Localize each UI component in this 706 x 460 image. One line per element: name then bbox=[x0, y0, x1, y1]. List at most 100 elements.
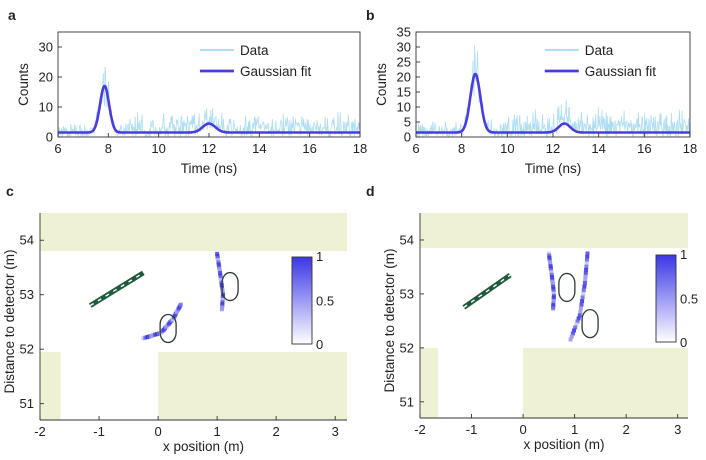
heatmap-cell bbox=[572, 328, 577, 333]
colorbar-tick-label: 1 bbox=[680, 247, 687, 262]
heatmap-cell bbox=[579, 302, 584, 307]
x-axis-label: x position (m) bbox=[163, 439, 244, 454]
detector-segment-dash bbox=[463, 274, 511, 308]
panel-label: b bbox=[366, 7, 375, 23]
heatmap-cell bbox=[578, 309, 583, 314]
x-tick-label: 8 bbox=[458, 141, 465, 156]
panel-c: c -2 -1 0 1 2 3 51 52 53 54 x position (m) Distance … bbox=[2, 183, 347, 454]
panel-label: d bbox=[366, 183, 375, 199]
heatmap-cell bbox=[551, 289, 556, 294]
panel-d: d -2 -1 0 1 2 3 51 52 53 54 x position (m) Distance … bbox=[366, 183, 698, 452]
heatmap-cell bbox=[549, 272, 554, 277]
x-tick-label: -1 bbox=[93, 424, 105, 439]
heatmap-cell bbox=[546, 251, 551, 256]
heatmap-cell bbox=[549, 270, 554, 275]
y-axis-label: Distance to detector (m) bbox=[2, 249, 17, 393]
heatmap-cell bbox=[216, 258, 221, 263]
heatmap-cell bbox=[583, 277, 588, 282]
heatmap-cell bbox=[583, 271, 588, 276]
colorbar-tick-label: 0.5 bbox=[680, 292, 698, 307]
wall-region bbox=[158, 351, 347, 420]
x-axis-label: Time (ns) bbox=[181, 161, 238, 176]
heatmap-cell bbox=[178, 302, 183, 307]
x-tick-label: 1 bbox=[571, 422, 578, 437]
heatmap-cell bbox=[215, 256, 220, 261]
heatmap-cell bbox=[550, 279, 555, 284]
panel-label: a bbox=[8, 7, 16, 23]
y-tick-label: 20 bbox=[39, 70, 53, 85]
y-tick-label: 10 bbox=[397, 100, 411, 115]
wall-region bbox=[523, 347, 688, 418]
y-tick-label: 30 bbox=[39, 40, 53, 55]
x-tick-label: 10 bbox=[151, 141, 165, 156]
heatmap-cell bbox=[580, 295, 585, 300]
heatmap-cell bbox=[217, 268, 222, 273]
x-tick-label: -2 bbox=[414, 422, 426, 437]
heatmap-cell bbox=[584, 267, 589, 272]
heatmap-cell bbox=[218, 270, 223, 275]
y-tick-label: 30 bbox=[397, 40, 411, 55]
heatmap-cell bbox=[547, 257, 552, 262]
y-tick-label: 51 bbox=[20, 396, 34, 411]
heatmap-cell bbox=[215, 251, 220, 256]
heatmap-cell bbox=[217, 264, 222, 269]
x-axis-label: x position (m) bbox=[523, 437, 604, 452]
wall-region bbox=[420, 347, 439, 418]
colorbar-tick-label: 1 bbox=[316, 249, 323, 264]
heatmap-cell bbox=[551, 287, 556, 292]
wall-region bbox=[40, 351, 61, 420]
x-tick-label: 16 bbox=[302, 141, 316, 156]
x-tick-label: -2 bbox=[34, 424, 46, 439]
heatmap-cell bbox=[585, 251, 590, 256]
y-axis-label: Distance to detector (m) bbox=[382, 248, 397, 392]
heatmap-cell bbox=[574, 322, 579, 327]
y-tick-label: 51 bbox=[400, 394, 414, 409]
x-tick-label: 6 bbox=[412, 141, 419, 156]
heatmap-cell bbox=[547, 259, 552, 264]
y-tick-label: 5 bbox=[404, 115, 411, 130]
x-tick-label: 18 bbox=[683, 141, 697, 156]
x-axis-label: Time (ns) bbox=[525, 161, 582, 176]
heatmap-cell bbox=[219, 307, 224, 312]
x-tick-label: 2 bbox=[623, 422, 630, 437]
colorbar-tick-label: 0.5 bbox=[316, 294, 334, 309]
gaussian-fit-line bbox=[416, 72, 690, 134]
colorbar-tick-label: 0 bbox=[680, 335, 687, 350]
y-tick-label: 54 bbox=[400, 232, 414, 247]
x-tick-label: 10 bbox=[500, 141, 514, 156]
x-tick-label: 18 bbox=[353, 141, 367, 156]
heatmap-cell bbox=[581, 291, 586, 296]
heatmap-cell bbox=[551, 306, 556, 311]
heatmap-cell bbox=[548, 264, 553, 269]
y-tick-label: 15 bbox=[397, 85, 411, 100]
colorbar bbox=[291, 256, 313, 345]
data-trace bbox=[58, 66, 360, 137]
x-tick-label: 2 bbox=[273, 424, 280, 439]
heatmap-cell bbox=[219, 278, 224, 283]
x-tick-label: -1 bbox=[466, 422, 478, 437]
legend-fit-label: Gaussian fit bbox=[240, 64, 312, 79]
legend-fit-label: Gaussian fit bbox=[585, 64, 657, 79]
heatmap-cell bbox=[216, 262, 221, 267]
y-tick-label: 35 bbox=[397, 25, 411, 40]
y-tick-label: 54 bbox=[20, 233, 34, 248]
heatmap-cell bbox=[576, 316, 581, 321]
heatmap-cell bbox=[550, 282, 555, 287]
heatmap-cell bbox=[584, 261, 589, 266]
x-tick-label: 16 bbox=[637, 141, 651, 156]
heatmap-cell bbox=[218, 273, 223, 278]
heatmap-cell bbox=[575, 319, 580, 324]
detector-segment-dash bbox=[89, 272, 144, 307]
heatmap-cell bbox=[219, 280, 224, 285]
heatmap-cell bbox=[548, 261, 553, 266]
heatmap-cell bbox=[549, 268, 554, 273]
wall-region bbox=[40, 213, 347, 252]
x-tick-label: 12 bbox=[202, 141, 216, 156]
y-tick-label: 52 bbox=[20, 342, 34, 357]
y-axis-label: Counts bbox=[374, 63, 389, 106]
gaussian-fit-line bbox=[58, 84, 360, 134]
heatmap-cell bbox=[578, 306, 583, 311]
x-tick-label: 3 bbox=[332, 424, 339, 439]
wall-region bbox=[420, 213, 688, 249]
